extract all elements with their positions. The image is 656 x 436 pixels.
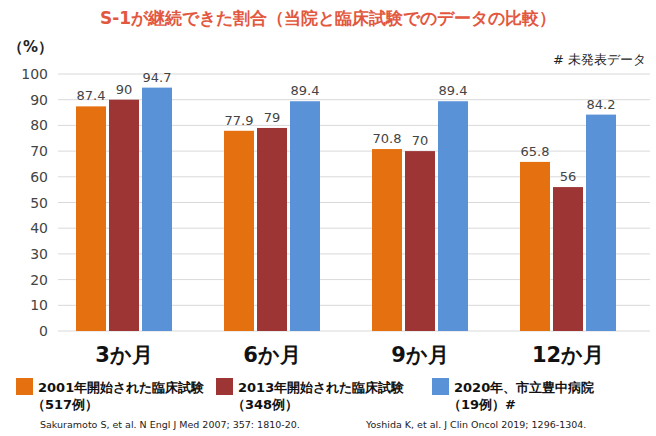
x-tick-label: 6か月 bbox=[243, 343, 301, 367]
x-tick-label: 3か月 bbox=[95, 343, 153, 367]
bar bbox=[520, 162, 550, 331]
y-tick-label: 30 bbox=[30, 246, 48, 262]
data-label: 84.2 bbox=[587, 97, 616, 112]
bar bbox=[257, 128, 287, 331]
legend-line: 2020年、市立豊中病院 bbox=[454, 380, 594, 395]
y-tick-label: 100 bbox=[21, 66, 48, 82]
legend-line: （517例） bbox=[32, 397, 98, 412]
legend-swatch bbox=[216, 378, 233, 395]
y-tick-label: 40 bbox=[30, 220, 48, 236]
x-tick-label: 9か月 bbox=[391, 343, 449, 367]
legend-label: 2020年、市立豊中病院 （19例）# bbox=[448, 380, 594, 412]
legend-line: 2001年開始された臨床試験 bbox=[38, 380, 205, 395]
bar bbox=[109, 100, 139, 331]
y-tick-label: 70 bbox=[30, 143, 48, 159]
bar bbox=[142, 88, 172, 331]
data-label: 87.4 bbox=[77, 88, 106, 103]
data-label: 70.8 bbox=[373, 131, 402, 146]
y-tick-label: 90 bbox=[30, 92, 48, 108]
y-axis-label: （%） bbox=[8, 38, 53, 56]
x-tick-label: 12か月 bbox=[532, 343, 604, 367]
bar bbox=[76, 106, 106, 331]
bar bbox=[438, 101, 468, 331]
bar bbox=[405, 151, 435, 331]
data-label: 65.8 bbox=[521, 144, 550, 159]
annotation: # 未発表データ bbox=[553, 52, 646, 67]
y-tick-label: 80 bbox=[30, 117, 48, 133]
bar bbox=[586, 115, 616, 331]
legend: 2001年開始された臨床試験 （517例） 2013年開始された臨床試験 （348例）… bbox=[16, 378, 594, 412]
legend-label: 2013年開始された臨床試験 （348例） bbox=[232, 380, 405, 412]
data-label: 89.4 bbox=[291, 83, 320, 98]
legend-line: 2013年開始された臨床試験 bbox=[238, 380, 405, 395]
legend-label: 2001年開始された臨床試験 （517例） bbox=[32, 380, 205, 412]
source: Yoshida K, et al. J Clin Oncol 2019; 129… bbox=[365, 419, 586, 430]
bar bbox=[290, 101, 320, 331]
bars bbox=[76, 88, 616, 331]
y-tick-label: 50 bbox=[30, 195, 48, 211]
bar bbox=[553, 187, 583, 331]
y-tick-label: 20 bbox=[30, 272, 48, 288]
data-label: 56 bbox=[560, 169, 577, 184]
y-tick-label: 10 bbox=[30, 297, 48, 313]
legend-swatch bbox=[16, 378, 33, 395]
data-label: 77.9 bbox=[225, 113, 254, 128]
y-tick-label: 0 bbox=[39, 323, 48, 339]
source: Sakuramoto S, et al. N Engl J Med 2007; … bbox=[40, 419, 300, 430]
title: S-1が継続できた割合（当院と臨床試験でのデータの比較） bbox=[100, 8, 556, 28]
chart-container: S-1が継続できた割合（当院と臨床試験でのデータの比較） （%） # 未発表データ S… bbox=[0, 0, 656, 436]
data-label: 90 bbox=[116, 82, 133, 97]
data-label: 94.7 bbox=[143, 70, 172, 85]
legend-line: （348例） bbox=[232, 397, 298, 412]
bar bbox=[372, 149, 402, 331]
y-tick-label: 60 bbox=[30, 169, 48, 185]
chart-svg: S-1が継続できた割合（当院と臨床試験でのデータの比較） （%） # 未発表データ S… bbox=[0, 0, 656, 436]
data-label: 79 bbox=[264, 110, 281, 125]
legend-line: （19例）# bbox=[448, 397, 516, 412]
bar bbox=[224, 131, 254, 331]
legend-swatch bbox=[432, 378, 449, 395]
data-label: 89.4 bbox=[439, 83, 468, 98]
data-labels: 87.4 90 94.7 77.9 79 89.4 70.8 70 89.4 65.8 56 84.2 bbox=[77, 70, 616, 184]
data-label: 70 bbox=[412, 133, 429, 148]
